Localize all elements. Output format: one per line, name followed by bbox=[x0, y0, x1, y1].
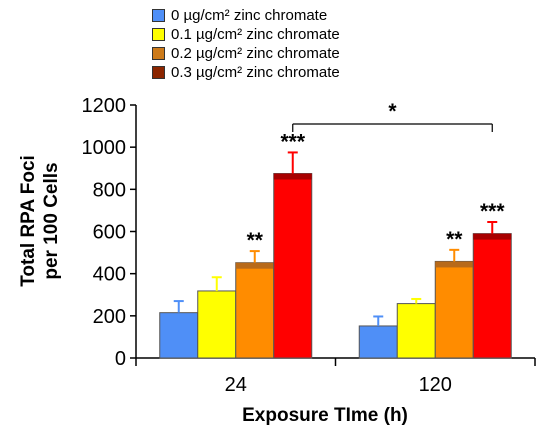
legend-item: 0.1 µg/cm² zinc chromate bbox=[152, 25, 340, 44]
legend-item: 0.3 µg/cm² zinc chromate bbox=[152, 63, 340, 82]
y-tick-label: 200 bbox=[93, 306, 126, 328]
significance-label: ** bbox=[446, 228, 463, 251]
x-tick-label: 120 bbox=[419, 374, 452, 396]
significance-label: ** bbox=[247, 229, 264, 252]
legend: 0 µg/cm² zinc chromate 0.1 µg/cm² zinc c… bbox=[152, 6, 340, 82]
significance-label: *** bbox=[480, 200, 505, 223]
legend-label: 0.3 µg/cm² zinc chromate bbox=[171, 64, 340, 81]
bar bbox=[235, 262, 275, 359]
significance-label: *** bbox=[280, 130, 305, 153]
legend-swatch bbox=[152, 28, 165, 41]
y-tick-label: 1200 bbox=[82, 95, 127, 117]
legend-label: 0 µg/cm² zinc chromate bbox=[171, 7, 328, 24]
y-tick-label: 800 bbox=[93, 179, 126, 201]
x-axis-title: Exposure TIme (h) bbox=[242, 405, 408, 426]
y-axis-title-line: Total RPA Foci bbox=[18, 155, 39, 287]
bar bbox=[472, 233, 512, 359]
y-axis-title: Total RPA Foci per 100 Cells bbox=[17, 121, 63, 321]
bar-top-band bbox=[235, 262, 274, 269]
y-tick-label: 0 bbox=[115, 348, 126, 370]
bar bbox=[273, 173, 313, 359]
legend-swatch bbox=[152, 47, 165, 60]
bar bbox=[197, 290, 237, 359]
bar bbox=[434, 260, 474, 359]
y-axis-title-line: per 100 Cells bbox=[41, 162, 62, 280]
x-tick-label: 24 bbox=[225, 374, 247, 396]
legend-label: 0.2 µg/cm² zinc chromate bbox=[171, 45, 340, 62]
y-axis-title-wrap: Total RPA Foci per 100 Cells bbox=[0, 120, 80, 320]
y-tick-label: 600 bbox=[93, 222, 126, 244]
legend-label: 0.1 µg/cm² zinc chromate bbox=[171, 26, 340, 43]
bar bbox=[396, 303, 436, 359]
bracket-label: * bbox=[388, 100, 397, 123]
legend-item: 0.2 µg/cm² zinc chromate bbox=[152, 44, 340, 63]
bar bbox=[159, 312, 199, 359]
bar-top-band bbox=[435, 261, 474, 268]
y-tick-label: 1000 bbox=[82, 137, 127, 159]
bar bbox=[358, 325, 398, 359]
legend-swatch bbox=[152, 66, 165, 79]
y-tick-label: 400 bbox=[93, 264, 126, 286]
bar-top-band bbox=[273, 173, 312, 180]
legend-item: 0 µg/cm² zinc chromate bbox=[152, 6, 340, 25]
legend-swatch bbox=[152, 9, 165, 22]
bar-top-band bbox=[473, 233, 512, 240]
